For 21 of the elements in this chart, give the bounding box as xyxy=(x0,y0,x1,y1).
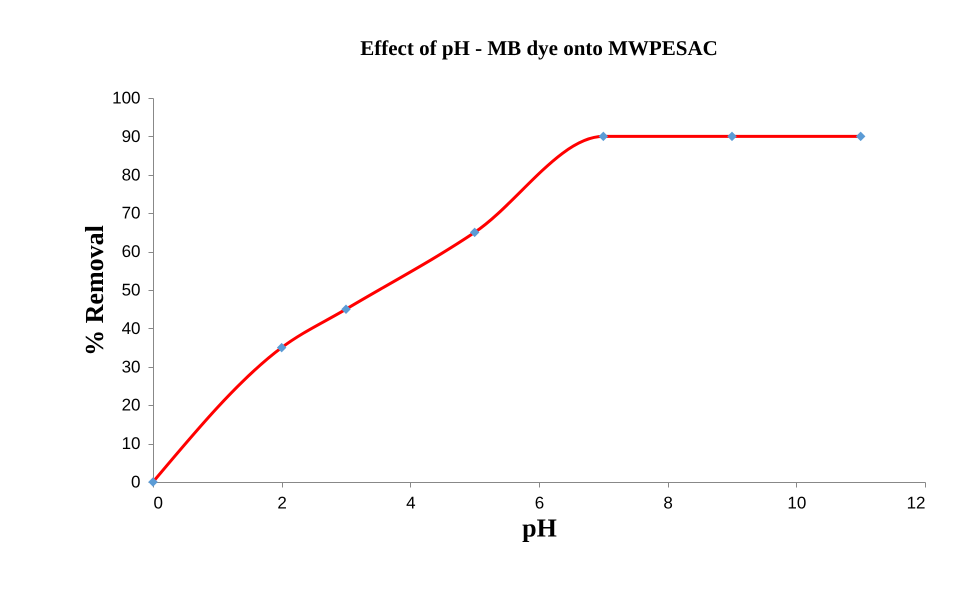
y-tick-label: 40 xyxy=(122,318,140,338)
y-tick-label: 90 xyxy=(122,126,140,146)
chart-title: Effect of pH - MB dye onto MWPESAC xyxy=(360,36,718,60)
y-tick-label: 0 xyxy=(131,472,140,492)
y-tick-label: 60 xyxy=(122,242,140,262)
x-tick-label: 12 xyxy=(906,494,926,512)
y-tick-label: 50 xyxy=(122,280,140,300)
x-tick-label: 0 xyxy=(154,494,163,512)
y-tick-label: 80 xyxy=(122,165,140,184)
y-axis-title: % Removal xyxy=(80,225,110,356)
y-tick-label: 20 xyxy=(122,396,140,415)
y-tick-label: 100 xyxy=(112,88,140,108)
x-axis-title: pH xyxy=(522,514,557,542)
y-tick-label: 70 xyxy=(122,204,140,223)
x-tick-label: 2 xyxy=(277,494,287,512)
x-tick-label: 8 xyxy=(663,494,673,512)
x-tick-label: 4 xyxy=(406,494,416,512)
x-tick-label: 10 xyxy=(787,494,806,512)
y-tick-label: 10 xyxy=(122,434,140,454)
y-tick-label: 30 xyxy=(122,357,140,376)
x-tick-label: 6 xyxy=(534,494,544,512)
